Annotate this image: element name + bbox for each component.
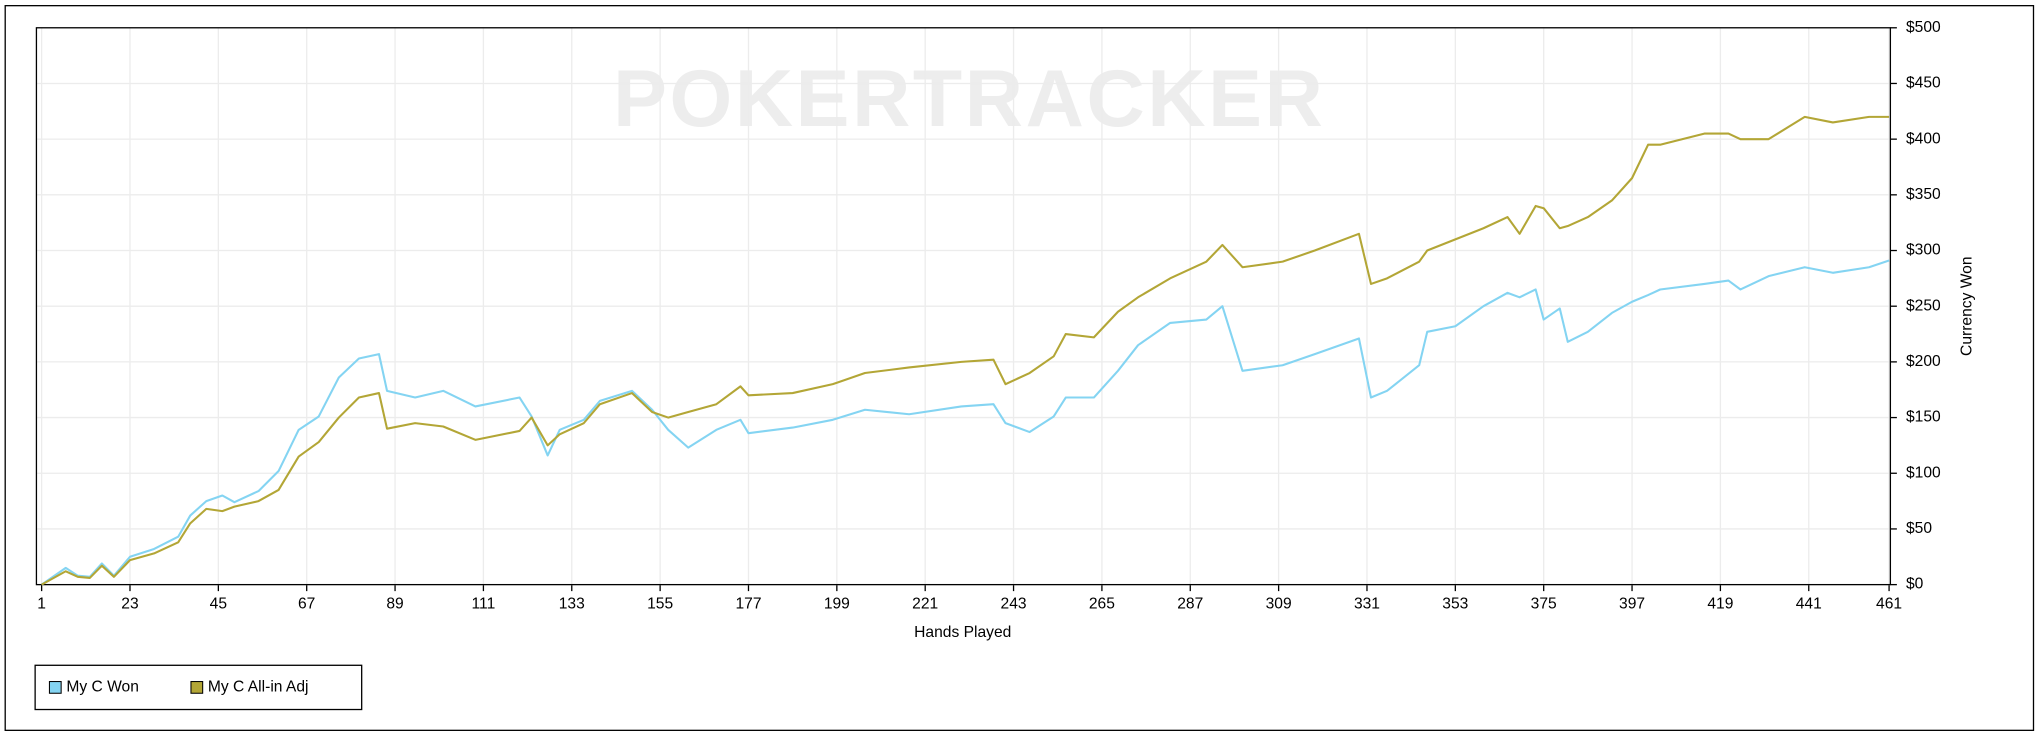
x-tick-label: 23 [121, 595, 138, 612]
x-tick-label: 1 [37, 595, 46, 612]
watermark: POKERTRACKER [613, 54, 1325, 144]
x-tick-label: 287 [1177, 595, 1203, 612]
legend-swatch [48, 681, 62, 694]
x-tick-label: 111 [472, 595, 496, 612]
legend-label: My C Won [66, 679, 139, 696]
series-line [41, 259, 1890, 586]
y-tick-label: $200 [1906, 353, 1941, 370]
x-tick-label: 67 [298, 595, 315, 612]
x-tick-label: 461 [1876, 595, 1902, 612]
y-tick-label: $450 [1906, 75, 1941, 92]
x-tick-label: 155 [647, 595, 673, 612]
y-tick-label: $250 [1906, 297, 1941, 314]
x-tick-label: 243 [1001, 595, 1027, 612]
x-tick-label: 353 [1442, 595, 1468, 612]
y-tick-label: $500 [1906, 19, 1941, 36]
x-tick-label: 265 [1089, 595, 1115, 612]
y-tick-label: $300 [1906, 242, 1941, 259]
frame [4, 5, 2035, 731]
y-tick-label: $150 [1906, 409, 1941, 426]
x-tick-label: 441 [1796, 595, 1822, 612]
plot-area [35, 27, 1892, 586]
x-tick-label: 419 [1707, 595, 1733, 612]
y-tick-label: $350 [1906, 186, 1941, 203]
x-tick-label: 45 [210, 595, 228, 612]
x-tick-label: 221 [912, 595, 938, 612]
series-line [41, 115, 1890, 586]
x-tick-label: 397 [1619, 595, 1645, 612]
y-tick-label: $400 [1906, 130, 1941, 147]
y-tick-label: $50 [1906, 520, 1932, 537]
x-tick-label: 133 [559, 595, 585, 612]
x-tick-label: 331 [1354, 595, 1380, 612]
x-tick-label: 199 [824, 595, 850, 612]
x-axis-label: Hands Played [914, 624, 1011, 641]
legend-swatch [190, 681, 204, 694]
x-tick-label: 309 [1266, 595, 1292, 612]
x-tick-label: 375 [1531, 595, 1557, 612]
y-axis-label: Currency Won [1958, 256, 1975, 355]
y-tick-label: $0 [1906, 576, 1924, 593]
x-tick-label: 177 [735, 595, 761, 612]
legend-label: My C All-in Adj [208, 679, 309, 696]
y-tick-label: $100 [1906, 464, 1941, 481]
x-tick-label: 89 [386, 595, 403, 612]
